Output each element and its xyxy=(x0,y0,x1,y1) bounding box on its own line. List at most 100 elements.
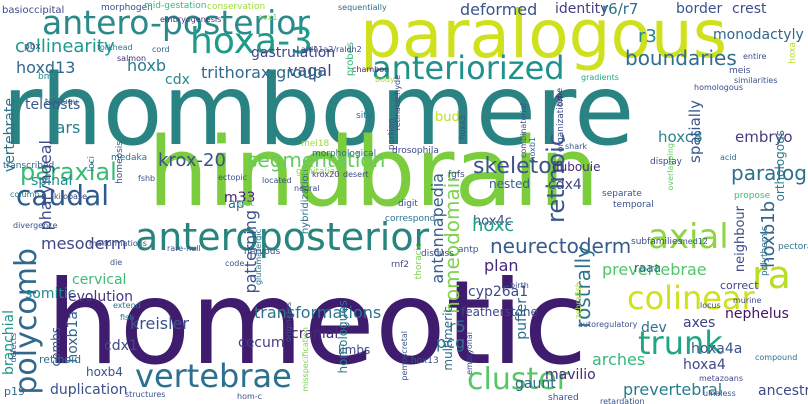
word-loci: loci xyxy=(87,156,97,172)
word-hindbrain: hindbrain xyxy=(148,118,600,228)
word-vertebrae: vertebrae xyxy=(135,357,292,395)
word-caudal: caudal xyxy=(16,179,110,212)
word-puffer: puffer xyxy=(514,298,530,340)
word-salmon: salmon xyxy=(117,54,147,63)
word-cdx1: cdx1 xyxy=(104,338,138,354)
word-cecum: cecum xyxy=(238,335,285,351)
word-situ: situ xyxy=(356,111,373,121)
word-ulnaless: ulnaless xyxy=(703,389,736,398)
word-orthologous: orthologous xyxy=(773,130,787,202)
word-drosophila: drosophila xyxy=(392,146,439,156)
word-ra: ra xyxy=(752,253,791,297)
word-homologues: homologues xyxy=(336,300,350,374)
word-correct: correct xyxy=(720,279,759,292)
word-gaunt: gaunt xyxy=(515,376,556,392)
word-kreisler: kreisler xyxy=(130,314,189,333)
word-trunk: trunk xyxy=(638,324,723,362)
word-medaka: medaka xyxy=(111,153,148,163)
word-mavilio: mavilio xyxy=(545,367,596,383)
word-evx1: evx1 xyxy=(258,13,278,22)
word-pcg: pcg xyxy=(436,333,466,352)
word-shark: shark xyxy=(565,142,588,151)
word-hoxa: hoxa xyxy=(788,42,798,64)
word-prevertebral: prevertebral xyxy=(623,380,723,399)
word-bud: bud xyxy=(435,110,460,125)
word-cluster: cluster xyxy=(467,362,570,397)
word-chambon: chambon xyxy=(352,65,390,74)
word-morphogen: morphogen xyxy=(101,3,153,13)
word-zebrafish: zebrafish xyxy=(574,282,583,319)
word-meis: meis xyxy=(729,66,751,76)
word-cdx: cdx xyxy=(165,72,190,88)
word-homeotic: homeotic xyxy=(46,256,588,391)
word-rhombomere: rhombomere xyxy=(2,54,635,168)
word-pectoral: pectoral xyxy=(778,242,808,252)
word-dubouie: dubouie xyxy=(552,160,601,174)
word-cranial: cranial xyxy=(291,326,339,342)
word-m33: m33 xyxy=(224,190,256,206)
word-defects: defects xyxy=(9,333,18,363)
word-embryo: embryo xyxy=(735,128,793,146)
word-mel18: mel18 xyxy=(301,139,330,149)
word-hoxb1: hoxb1 xyxy=(528,137,537,162)
word-body: body xyxy=(375,75,395,84)
word-plan: plan xyxy=(484,256,519,275)
word-homeosis: homeosis xyxy=(115,141,125,184)
word-skeleton: skeleton xyxy=(473,154,566,179)
word-hybridization: hybridization xyxy=(300,169,311,235)
word-kilobase: kilobase xyxy=(54,192,88,201)
word-hoxa4: hoxa4 xyxy=(683,357,726,373)
word-subfamilies: subfamilies xyxy=(631,237,683,247)
word-colinear: colinear xyxy=(627,279,755,317)
word-transformations: transformations xyxy=(254,303,382,322)
word-evolution: evolution xyxy=(68,289,134,305)
word-digit: digit xyxy=(398,199,418,209)
word-genitalia: genitalia xyxy=(296,167,336,177)
word-aldh1a2-raldh2: aldh1a2/raldh2 xyxy=(301,45,362,54)
word-anteroposterior: anteroposterior xyxy=(135,215,430,259)
word-takifugu: takifugu xyxy=(45,97,78,106)
word-monodactyly: monodactyly xyxy=(713,27,804,43)
word-morphological: morphological xyxy=(312,149,377,159)
word-hox4c: hox4c xyxy=(473,214,512,229)
word-med12: med12 xyxy=(680,237,708,246)
word-cervical: cervical xyxy=(72,272,127,288)
word-hoxd13: hoxd13 xyxy=(16,58,76,77)
word-paralogous: paralogous xyxy=(360,0,728,73)
word-gradients: gradients xyxy=(581,73,619,82)
word-transcribed: transcribed xyxy=(3,161,55,171)
word-divergence: divergence xyxy=(13,221,58,230)
word-basioccipital: basioccipital xyxy=(2,5,65,16)
word-hox13: hox13 xyxy=(411,356,439,366)
word-retinoid: retinoid xyxy=(39,353,82,366)
word-nested: nested xyxy=(489,177,530,191)
word-paralogues: paralogues xyxy=(731,161,808,185)
word-spinal: spinal xyxy=(31,173,73,189)
word-embryogenesis: embryogenesis xyxy=(160,15,222,24)
word-rars: rars xyxy=(49,118,81,137)
word-bmi: bmi xyxy=(38,72,55,82)
word-r5: r5 xyxy=(449,317,466,336)
word-fgfs: fgfs xyxy=(448,170,465,180)
word-axes: axes xyxy=(683,315,716,331)
word-spatially: spatially xyxy=(686,100,704,163)
word-fshb: fshb xyxy=(138,174,156,183)
word-limbs: limbs xyxy=(338,343,371,357)
word-desert: desert xyxy=(343,170,369,179)
word-featherstone: featherstone xyxy=(461,305,538,319)
word-embryonal: embryonal xyxy=(465,332,474,375)
word-acid: acid xyxy=(720,153,737,162)
word-hoxc: hoxc xyxy=(472,215,515,236)
word-multimeric: multimeric xyxy=(441,306,455,371)
word-located: located xyxy=(262,176,292,185)
word-neural: neural xyxy=(294,184,320,193)
word-antp: antp xyxy=(458,245,479,255)
word-gut: gut xyxy=(239,199,254,209)
word-hoxb4: hoxb4 xyxy=(86,365,123,379)
word-rare-null: rare-null xyxy=(167,244,201,253)
word-nephelus: nephelus xyxy=(725,306,789,322)
word-correspond: correspond xyxy=(385,214,436,224)
word-locus: locus xyxy=(700,301,721,310)
word-cyp26a1: cyp26a1 xyxy=(468,284,529,300)
